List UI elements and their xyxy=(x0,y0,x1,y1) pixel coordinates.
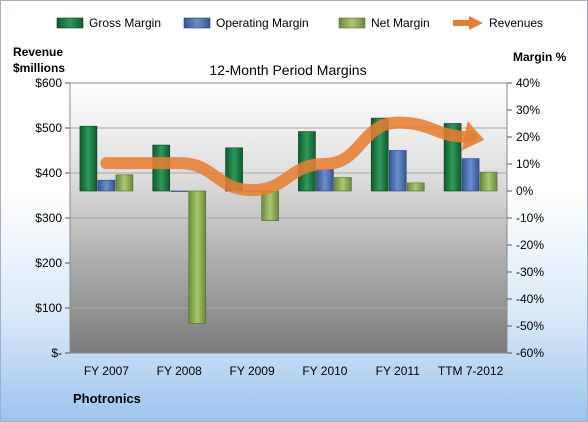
revenue-line xyxy=(100,116,477,197)
left-tick-label: $200 xyxy=(35,256,62,270)
right-tick-label: -10% xyxy=(516,211,544,225)
chart-title: 12-Month Period Margins xyxy=(209,62,366,78)
category-label: TTM 7-2012 xyxy=(438,364,504,378)
right-tick-label: 40% xyxy=(516,76,540,90)
left-tick-label: $600 xyxy=(35,76,62,90)
right-tick-label: -50% xyxy=(516,319,544,333)
net-margin-bar xyxy=(406,182,425,192)
operating-margin-bar xyxy=(97,179,116,192)
left-tick-label: $500 xyxy=(35,121,62,135)
category-label: FY 2007 xyxy=(84,364,129,378)
right-tick-label: -40% xyxy=(516,292,544,306)
legend: Gross Margin Operating Margin Net Margin… xyxy=(56,16,543,30)
category-label: FY 2011 xyxy=(376,364,421,378)
legend-label-revenues: Revenues xyxy=(489,16,543,30)
right-tick-label: 30% xyxy=(516,103,540,117)
legend-item-operating-margin: Operating Margin xyxy=(183,16,309,30)
legend-item-revenues: Revenues xyxy=(453,16,543,30)
company-label: Photronics xyxy=(73,391,141,406)
gross-margin-bar xyxy=(79,125,98,192)
operating-margin-bar xyxy=(316,169,334,192)
left-tick-label: $100 xyxy=(35,301,62,315)
revenue-arrowhead xyxy=(461,121,485,151)
category-label: FY 2008 xyxy=(157,364,202,378)
left-axis-ticks: $600 $500 $400 $300 $200 $100 $- xyxy=(35,76,70,360)
category-label: FY 2010 xyxy=(302,364,347,378)
right-tick-label: -20% xyxy=(516,238,544,252)
net-margin-bar xyxy=(334,177,352,192)
net-margin-bar xyxy=(188,190,207,324)
net-margin-bar xyxy=(479,171,498,192)
legend-label-net-margin: Net Margin xyxy=(371,16,430,30)
left-axis-title-line-2: $millions xyxy=(13,61,65,75)
legend-item-gross-margin: Gross Margin xyxy=(56,16,161,30)
right-tick-label: 10% xyxy=(516,157,540,171)
right-tick-label: 20% xyxy=(516,130,540,144)
operating-margin-bar xyxy=(170,190,189,192)
operating-margin-bar xyxy=(461,158,480,192)
revenue-line-series xyxy=(100,116,485,197)
category-labels: FY 2007 FY 2008 FY 2009 FY 2010 FY 2011 TTM 7… xyxy=(84,364,504,378)
legend-item-net-margin: Net Margin xyxy=(338,16,430,30)
category-label: FY 2009 xyxy=(230,364,275,378)
right-tick-label: -60% xyxy=(516,346,544,360)
net-margin-bar xyxy=(115,174,134,192)
operating-margin-bar xyxy=(388,150,407,192)
right-tick-label: -30% xyxy=(516,265,544,279)
right-axis-ticks: 40% 30% 20% 10% 0% -10% -20% -30% -40% -50% -60% xyxy=(507,76,544,360)
right-axis-title: Margin % xyxy=(513,50,567,64)
legend-label-operating-margin: Operating Margin xyxy=(216,16,309,30)
left-tick-label: $300 xyxy=(35,211,62,225)
left-tick-label: $- xyxy=(51,346,62,360)
left-tick-label: $400 xyxy=(35,166,62,180)
left-axis-title-line-1: Revenue xyxy=(13,45,63,59)
legend-label-gross-margin: Gross Margin xyxy=(89,16,161,30)
net-margin-bar xyxy=(261,190,279,222)
right-tick-label: 0% xyxy=(516,184,534,198)
